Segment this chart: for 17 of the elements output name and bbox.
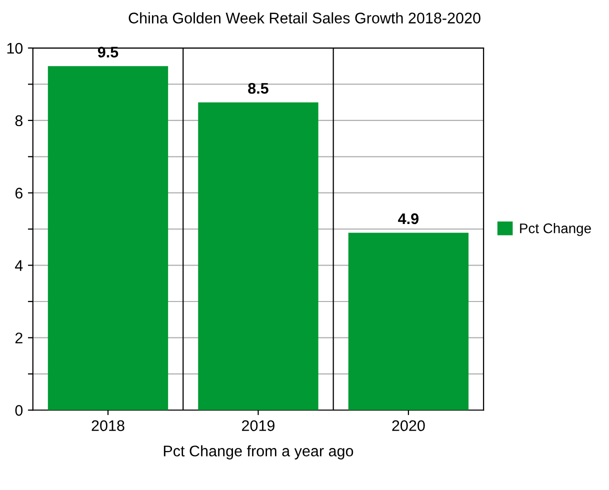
x-tick-label: 2020 <box>392 420 425 432</box>
data-label: 4.9 <box>398 213 418 224</box>
chart-title: China Golden Week Retail Sales Growth 2018-2020 <box>128 12 480 24</box>
y-tick-label: 8 <box>15 115 22 126</box>
data-label: 8.5 <box>248 82 268 94</box>
y-tick-label: 4 <box>15 260 23 271</box>
bar <box>198 102 318 410</box>
y-tick-label: 10 <box>7 42 23 54</box>
bar <box>48 66 168 410</box>
y-tick-label: 0 <box>15 405 23 416</box>
x-axis-title: Pct Change from a year ago <box>164 445 354 460</box>
y-tick-label: 6 <box>15 188 22 199</box>
legend-label: Pct Change <box>520 223 591 236</box>
x-tick-label: 2019 <box>242 420 274 432</box>
y-tick-label: 2 <box>15 332 22 344</box>
x-tick-label: 2018 <box>92 420 124 432</box>
bar <box>348 232 469 410</box>
